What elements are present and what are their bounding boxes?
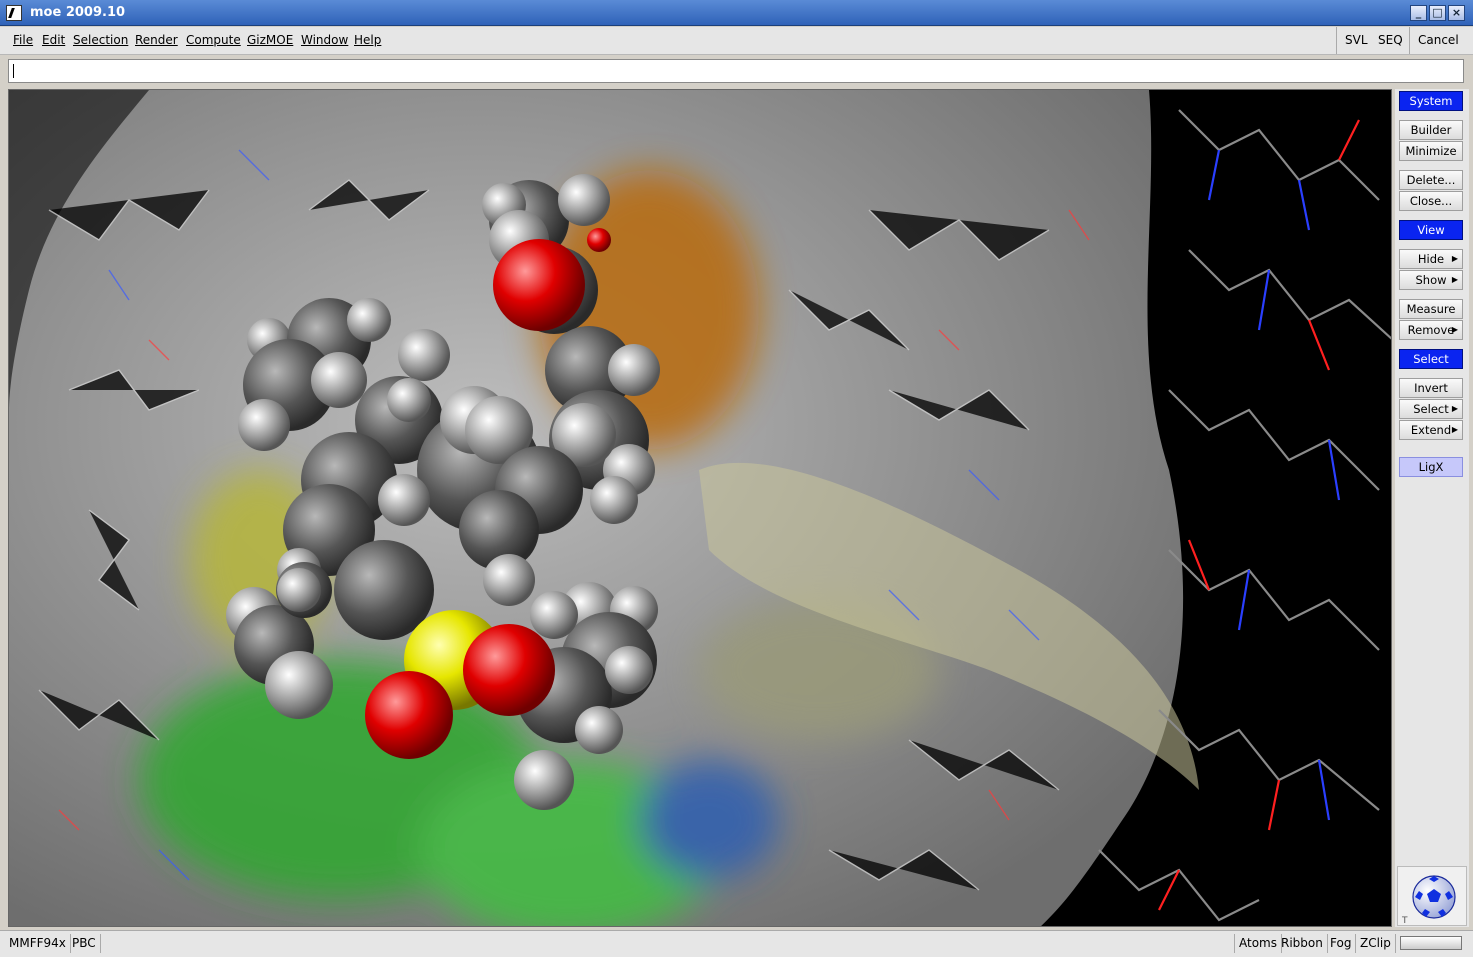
svg-text:T: T [1401,916,1408,925]
fog-toggle[interactable]: Fog [1326,934,1357,953]
zclip-toggle[interactable]: ZClip [1356,934,1396,953]
submenu-arrow-icon: ▶ [1451,404,1458,413]
menu-file[interactable]: File [13,33,34,47]
extend-button[interactable]: Extend ▶ [1399,420,1463,440]
atoms-toggle[interactable]: Atoms [1234,934,1282,953]
submenu-arrow-icon: ▶ [1451,275,1458,284]
molecular-viewport[interactable] [8,89,1392,927]
menu-selection[interactable]: Selection [73,33,129,47]
close-window-icon[interactable]: × [1448,5,1465,21]
cancel-button[interactable]: Cancel [1409,27,1467,54]
submenu-arrow-icon: ▶ [1451,425,1458,434]
menu-window[interactable]: Window [301,33,349,47]
view-header-button[interactable]: View [1399,220,1463,240]
submenu-arrow-icon: ▶ [1451,254,1458,263]
progress-meter [1400,936,1462,950]
molecule-render [9,90,1391,926]
remove-label: Remove [1407,323,1455,337]
seq-button[interactable]: SEQ [1378,33,1403,47]
menu-compute[interactable]: Compute [186,33,241,47]
invert-button[interactable]: Invert [1399,378,1463,398]
moe-logo[interactable]: T [1397,866,1467,926]
menu-help[interactable]: Help [354,33,382,47]
forcefield-indicator[interactable]: MMFF94x [5,934,71,953]
close-button[interactable]: Close... [1399,191,1463,211]
measure-button[interactable]: Measure [1399,299,1463,319]
system-header-button[interactable]: System [1399,91,1463,111]
hide-button[interactable]: Hide ▶ [1399,249,1463,269]
side-button-panel: System Builder Minimize Delete... Close.… [1395,89,1469,927]
window-title: moe 2009.10 [30,5,126,20]
ligx-button[interactable]: LigX [1399,457,1463,477]
builder-button[interactable]: Builder [1399,120,1463,140]
soccer-ball-icon: T [1401,875,1456,926]
menu-gizmoe[interactable]: GizMOE [247,33,294,47]
select-label: Select [1413,402,1449,416]
show-label: Show [1415,273,1447,287]
menu-render[interactable]: Render [135,33,178,47]
minimize-window-icon[interactable]: _ [1410,5,1427,21]
pbc-indicator[interactable]: PBC [68,934,101,953]
extend-label: Extend [1410,423,1452,437]
menu-bar: File Edit Selection Render Compute GizMO… [0,27,1473,55]
status-bar: MMFF94x PBC Atoms Ribbon Fog ZClip [0,930,1473,957]
command-line-input[interactable] [8,59,1464,83]
moe-app-icon[interactable] [6,5,22,21]
hide-label: Hide [1417,252,1445,266]
maximize-window-icon[interactable]: □ [1429,5,1446,21]
submenu-arrow-icon: ▶ [1451,325,1458,334]
select-header-button[interactable]: Select [1399,349,1463,369]
minimize-button[interactable]: Minimize [1399,141,1463,161]
svl-button[interactable]: SVL [1336,27,1376,54]
delete-button[interactable]: Delete... [1399,170,1463,190]
ribbon-toggle[interactable]: Ribbon [1277,934,1328,953]
menu-edit[interactable]: Edit [42,33,66,47]
title-bar: moe 2009.10 _ □ × [0,0,1473,26]
text-caret [13,64,14,78]
show-button[interactable]: Show ▶ [1399,270,1463,290]
remove-button[interactable]: Remove ▶ [1399,320,1463,340]
select-button[interactable]: Select ▶ [1399,399,1463,419]
